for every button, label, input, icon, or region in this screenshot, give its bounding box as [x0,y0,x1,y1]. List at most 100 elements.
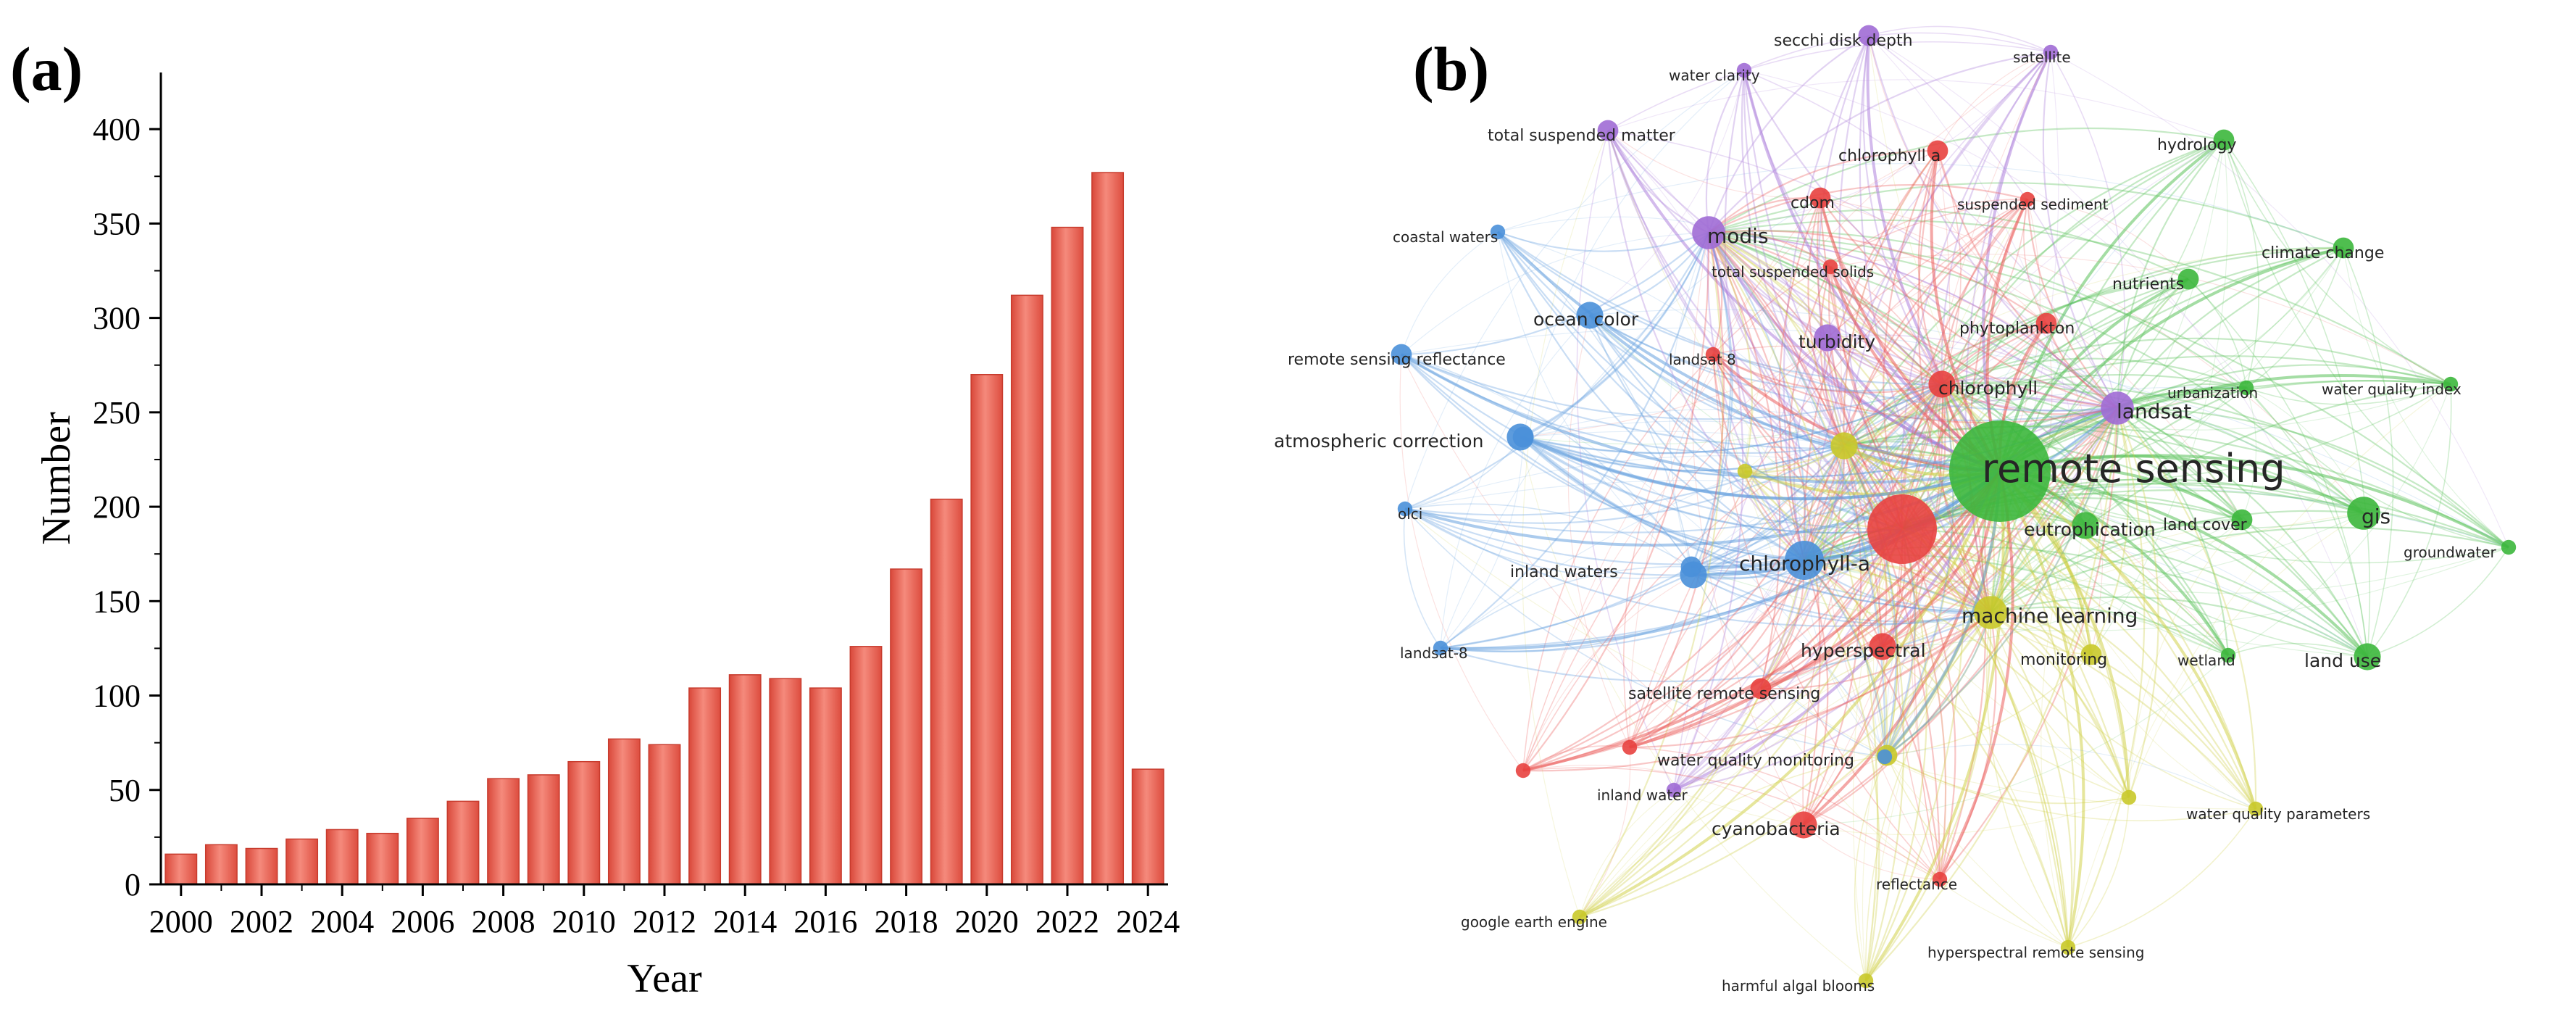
network-edge [1938,470,2014,880]
node-label: remote sensing [1982,446,2285,491]
network-edge [1843,150,1938,447]
network-edge [2050,51,2509,548]
network-edge [1843,355,2451,447]
network-edge [1401,354,1805,562]
network-edge [2227,642,2368,657]
network-edge [1708,232,1806,561]
node-label: modis [1707,224,1769,248]
network-edge [1843,426,2364,514]
node-label: monitoring [2020,651,2107,669]
network-edge [1579,232,1724,918]
node-label: ocean color [1533,309,1639,330]
network-edge [2067,797,2130,948]
network-edge [1673,51,2051,791]
network-edge [1691,232,1804,826]
bar-2021 [1010,294,1043,885]
network-edge [1843,374,2247,447]
network-edge [1901,528,2509,594]
network-edge [1998,470,2085,948]
network-edge [1989,139,2225,613]
node-wetland [2220,647,2236,663]
network-edge [1404,70,1745,510]
bar-2006 [406,818,439,885]
network-edge [1937,51,2051,151]
network-edge [1884,139,2225,757]
network-edge [1802,470,2001,826]
network-edge [1936,150,2118,409]
network-edge [1712,354,1845,447]
node-water-clarity [1736,62,1752,78]
x-tick-label: 2012 [633,904,696,939]
network-edge [1941,278,2189,385]
node-phytoplankton [2035,312,2057,334]
network-edge [1804,559,2092,655]
network-edge [1404,508,1805,576]
y-tick-label: 150 [93,584,141,619]
network-edge [1579,560,1806,918]
network-edge [1843,150,1938,447]
network-edge [1404,232,1709,510]
network-edge [1868,35,2047,324]
node-label: cyanobacteria [1712,818,1841,839]
node-unlabeled [1680,561,1707,589]
network-edge [1867,35,2118,409]
network-edge [1691,470,1746,568]
network-edge [1838,35,1904,530]
network-edge [1707,35,1870,233]
network-edge [1522,767,1941,880]
network-edge [1708,231,2364,514]
network-edge [1708,230,2247,389]
network-edge [1941,383,2093,655]
network-edge [1708,232,1753,472]
network-edge [1883,150,1938,530]
network-edge [2117,407,2230,656]
network-edge [1440,445,1845,649]
node-label: landsat-8 [1400,644,1468,662]
network-edge [1522,383,1943,772]
network-edge [1606,130,2001,473]
network-edge [1520,436,1805,562]
node-label: satellite [2013,49,2071,66]
node-label: landsat [2117,399,2191,423]
network-edge [1865,612,1992,981]
network-labels: remote sensing chlorophyll-a landsat modis t… [1274,32,2497,995]
network-edge [1783,35,1870,561]
network-edge [1804,560,1880,981]
network-edge [2227,383,2451,656]
node-water-quality-parameters [2248,801,2264,817]
network-edge [1854,755,1888,981]
network-edge [1901,528,2069,948]
network-edge [2091,407,2130,655]
network-edge [1712,354,1941,880]
network-edge [1712,199,2028,355]
network-edge [1629,197,1821,748]
network-edge [1705,70,1745,233]
network-edge [1520,436,1845,472]
network-edge [1520,409,2001,472]
network-edge [1804,246,2344,561]
network-edge [1852,199,2028,981]
network-edge [1708,231,2001,472]
network-edge [1901,528,2130,798]
network-edge [1744,470,2069,948]
network-edge [1440,611,1991,683]
network-edge [1999,454,2509,549]
x-tick-label: 2024 [1116,904,1180,939]
network-edge [1804,513,2086,561]
network-edge [1522,232,1710,771]
network-edge [1401,353,1943,420]
node-chlorophyll-a [1927,140,1948,162]
network-edge [2117,407,2364,514]
network-edge [1404,445,1845,524]
network-edge [1744,470,1888,756]
network-edge [1886,612,1991,756]
network-edge [1901,199,2028,530]
network-edge [1901,323,2047,530]
network-edge [1440,232,1710,649]
network-edge [1607,130,2118,410]
network-edge [2050,51,2125,409]
network-edge [1828,266,1903,530]
y-tick-label: 350 [93,206,141,241]
network-edge [1804,560,2069,948]
network-edge [1691,407,2118,568]
